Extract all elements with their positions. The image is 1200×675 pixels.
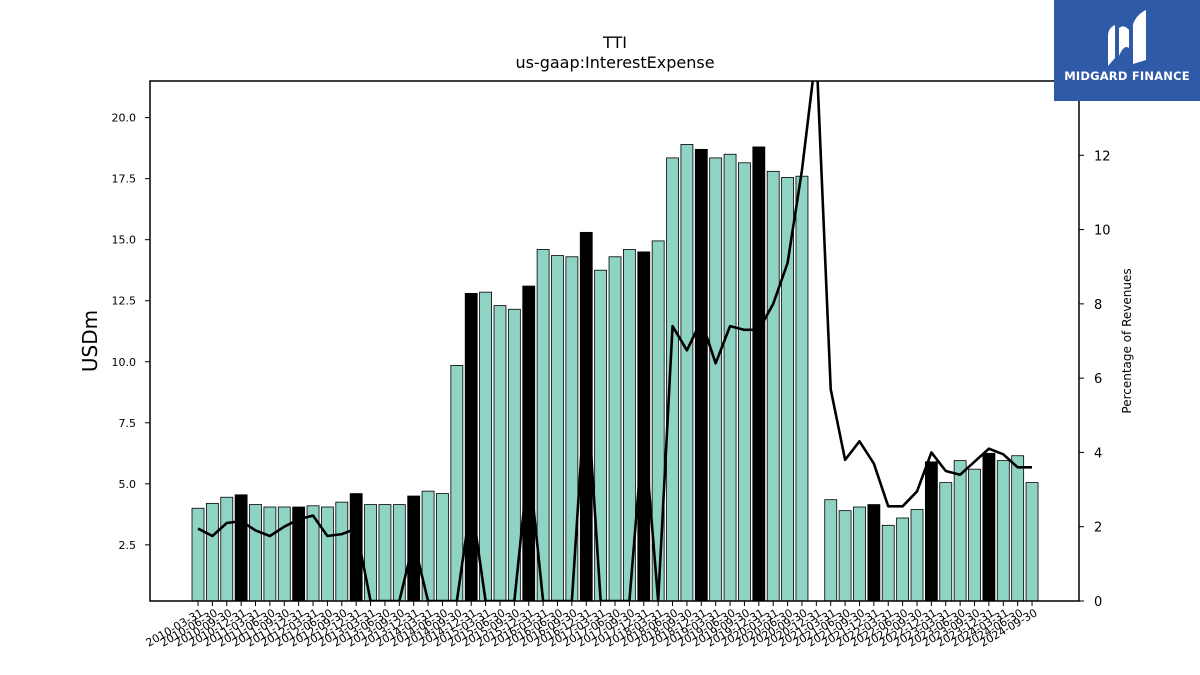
bar xyxy=(867,504,881,602)
bar xyxy=(205,502,219,602)
bar xyxy=(752,146,766,602)
bar xyxy=(694,148,708,602)
bar xyxy=(335,501,349,602)
bar xyxy=(551,255,564,602)
logo-text: MIDGARD FINANCE xyxy=(1064,69,1190,83)
bar xyxy=(579,231,593,602)
bar xyxy=(723,153,737,602)
y-tick-label: 17.5 xyxy=(112,173,137,186)
bar xyxy=(493,305,507,602)
bar xyxy=(709,157,723,602)
y2-tick-label: 8 xyxy=(1094,298,1102,313)
bar xyxy=(220,496,234,602)
y2-tick-label: 0 xyxy=(1094,595,1102,610)
bar xyxy=(982,452,996,602)
bar xyxy=(838,510,852,602)
bar xyxy=(1011,455,1025,602)
bar xyxy=(263,506,277,602)
y2-tick-label: 12 xyxy=(1094,149,1111,164)
bar xyxy=(321,506,334,602)
bar xyxy=(249,504,262,602)
y-tick-label: 20.0 xyxy=(112,112,137,125)
y2-tick-label: 6 xyxy=(1094,372,1102,387)
midgard-finance-logo: MIDGARD FINANCE xyxy=(1054,0,1200,101)
bar xyxy=(608,256,622,602)
bar xyxy=(191,507,205,602)
bar xyxy=(881,524,895,602)
bar xyxy=(522,285,536,602)
logo-mark-icon xyxy=(1108,10,1146,66)
bar xyxy=(968,468,981,602)
bar xyxy=(1025,482,1039,602)
y2-axis-ticks: 0 2 4 6 8 10 12 xyxy=(1079,149,1111,610)
bar xyxy=(378,504,392,602)
bar xyxy=(436,493,449,602)
bar xyxy=(853,506,866,602)
bar xyxy=(479,291,493,602)
y2-tick-label: 10 xyxy=(1094,224,1111,239)
bar xyxy=(407,495,421,602)
bar xyxy=(924,461,938,602)
y-tick-label: 10.0 xyxy=(112,356,137,369)
bar xyxy=(666,157,679,602)
y-tick-label: 2.5 xyxy=(119,539,137,552)
bar xyxy=(896,517,910,602)
x-axis-ticks: 2010-03-312010-06-302010-09-302010-12-31… xyxy=(144,601,1040,650)
bar xyxy=(910,509,924,602)
y2-axis-label: Percentage of Revenues xyxy=(1120,268,1134,413)
y-axis-label: USDm xyxy=(78,310,102,372)
bar xyxy=(996,460,1010,602)
y2-tick-label: 4 xyxy=(1094,446,1102,461)
chart-title: TTI xyxy=(602,33,627,52)
bar xyxy=(824,499,838,602)
bars xyxy=(191,144,1039,602)
bar xyxy=(234,494,248,602)
bar xyxy=(277,506,291,602)
y-tick-label: 15.0 xyxy=(112,234,137,247)
y2-tick-label: 2 xyxy=(1094,521,1102,536)
y-axis-ticks: 2.5 5.0 7.5 10.0 12.5 15.0 17.5 20.0 xyxy=(112,112,150,552)
plot-frame xyxy=(149,80,1080,602)
bar xyxy=(364,504,377,602)
bar xyxy=(766,170,780,602)
bar xyxy=(953,460,967,602)
percentage-line xyxy=(197,81,1033,601)
y-tick-label: 12.5 xyxy=(112,295,137,308)
bar xyxy=(738,162,751,602)
y-tick-label: 7.5 xyxy=(119,417,137,430)
bar xyxy=(464,292,478,602)
bar xyxy=(680,144,694,602)
y-tick-label: 5.0 xyxy=(119,478,137,491)
bar xyxy=(795,175,809,602)
bar xyxy=(939,482,953,602)
chart-subtitle: us-gaap:InterestExpense xyxy=(515,53,714,72)
